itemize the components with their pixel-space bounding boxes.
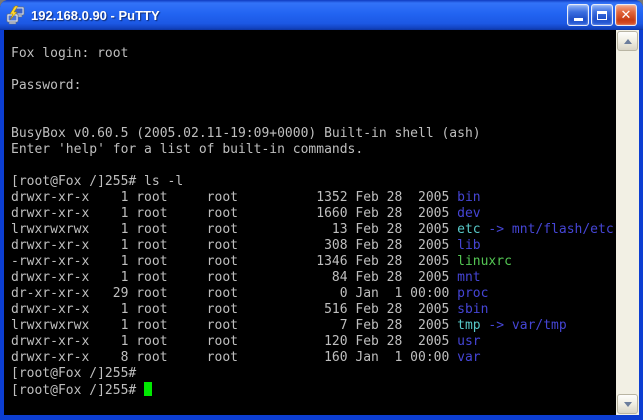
terminal-line: drwxr-xr-x 1 root root 1660 Feb 28 2005 … xyxy=(11,206,481,221)
maximize-icon xyxy=(597,10,607,20)
terminal-line: dr-xr-xr-x 29 root root 0 Jan 1 00:00 pr… xyxy=(11,286,489,301)
terminal-line: [root@Fox /]255# xyxy=(11,382,616,398)
terminal-cursor xyxy=(144,382,153,396)
scroll-up-button[interactable] xyxy=(617,31,638,51)
terminal-line: drwxr-xr-x 1 root root 308 Feb 28 2005 l… xyxy=(11,238,481,253)
minimize-icon xyxy=(573,18,583,21)
terminal-line xyxy=(11,94,616,110)
terminal-screen[interactable]: Fox login: root Password: BusyBox v0.60.… xyxy=(4,30,616,415)
chevron-up-icon xyxy=(623,38,632,44)
terminal-line xyxy=(11,110,616,126)
terminal-line: Enter 'help' for a list of built-in comm… xyxy=(11,142,364,157)
terminal-line: drwxr-xr-x 1 root root 516 Feb 28 2005 s… xyxy=(11,302,489,317)
close-button[interactable]: ✕ xyxy=(615,4,637,26)
terminal-line: [root@Fox /]255# ls -l xyxy=(11,174,184,189)
minimize-button[interactable] xyxy=(567,4,589,26)
window-controls: ✕ xyxy=(567,4,637,26)
close-icon: ✕ xyxy=(620,7,632,23)
terminal-line: drwxr-xr-x 8 root root 160 Jan 1 00:00 v… xyxy=(11,350,481,365)
scroll-down-button[interactable] xyxy=(617,394,638,414)
window-client-area: Fox login: root Password: BusyBox v0.60.… xyxy=(4,30,639,415)
terminal-line: Fox login: root xyxy=(11,46,129,61)
terminal-line: [root@Fox /]255# xyxy=(11,366,137,381)
terminal-line: lrwxrwxrwx 1 root root 7 Feb 28 2005 tmp… xyxy=(11,318,567,333)
terminal-line: -rwxr-xr-x 1 root root 1346 Feb 28 2005 … xyxy=(11,254,512,269)
maximize-button[interactable] xyxy=(591,4,613,26)
terminal-line xyxy=(11,158,616,174)
terminal-line: drwxr-xr-x 1 root root 1352 Feb 28 2005 … xyxy=(11,190,481,205)
terminal-line: drwxr-xr-x 1 root root 120 Feb 28 2005 u… xyxy=(11,334,481,349)
title-bar[interactable]: 192.168.0.90 - PuTTY ✕ xyxy=(0,0,643,30)
terminal-line xyxy=(11,62,616,78)
terminal-output: Fox login: root Password: BusyBox v0.60.… xyxy=(11,46,616,398)
terminal-line: lrwxrwxrwx 1 root root 13 Feb 28 2005 et… xyxy=(11,222,614,237)
terminal-line: BusyBox v0.60.5 (2005.02.11-19:09+0000) … xyxy=(11,126,481,141)
putty-icon[interactable] xyxy=(6,5,26,25)
chevron-down-icon xyxy=(623,401,632,407)
terminal-scrollbar[interactable] xyxy=(616,30,639,415)
terminal-line: drwxr-xr-x 1 root root 84 Feb 28 2005 mn… xyxy=(11,270,481,285)
window-title: 192.168.0.90 - PuTTY xyxy=(31,7,160,23)
terminal-line: Password: xyxy=(11,78,82,93)
